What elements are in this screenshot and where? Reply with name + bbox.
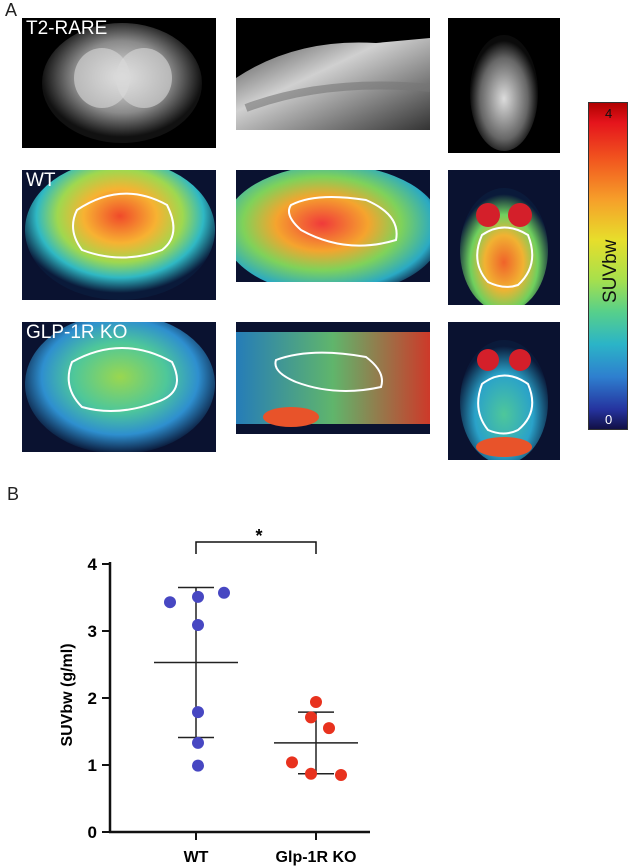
data-point: [305, 767, 317, 780]
data-point: [192, 736, 204, 749]
suv-colorbar: [588, 102, 628, 430]
y-axis-label: SUVbw (g/ml): [59, 643, 76, 746]
data-point: [323, 722, 335, 735]
ko-coronal-image: GLP-1R KO: [22, 322, 216, 452]
data-point: [192, 706, 204, 719]
wt-coronal-image: WT: [22, 170, 216, 300]
y-tick-label: 2: [88, 689, 97, 708]
significance-bracket: [195, 541, 317, 554]
t2-axial-image: [448, 18, 560, 153]
colorbar-min-label: 0: [605, 412, 613, 427]
data-point: [192, 590, 204, 603]
y-tick-label: 0: [88, 823, 97, 842]
row-label-t2: T2-RARE: [26, 18, 108, 39]
data-point: [164, 596, 176, 609]
data-point: [286, 756, 298, 769]
y-tick-label: 3: [88, 622, 97, 641]
significance-marker: *: [255, 526, 262, 546]
wt-axial-image: [448, 170, 560, 305]
x-tick-label: Glp-1R KO: [276, 849, 357, 866]
ko-axial-image: [448, 322, 560, 460]
ko-sagittal-image: [236, 322, 430, 434]
suv-scatter-chart: 0 1 2 3 4 WT Glp-1R KO * SUVbw (g/ml): [59, 526, 370, 866]
data-point: [192, 618, 204, 631]
data-point: [218, 586, 230, 599]
data-point: [192, 759, 204, 772]
t2-coronal-image: T2-RARE: [22, 18, 216, 148]
colorbar-title: SUVbw: [600, 239, 621, 303]
wt-sagittal-image: [236, 170, 430, 282]
panel-letter-b: B: [7, 484, 20, 504]
data-point: [335, 769, 347, 782]
data-point: [305, 711, 317, 724]
t2-sagittal-image: [236, 18, 430, 130]
data-point: [310, 696, 322, 709]
colorbar-max-label: 4: [605, 106, 613, 121]
y-tick-label: 4: [88, 555, 98, 574]
panel-letter-a: A: [5, 0, 18, 20]
row-label-ko: GLP-1R KO: [26, 322, 128, 343]
x-tick-label: WT: [184, 849, 209, 866]
row-label-wt: WT: [26, 170, 56, 191]
y-tick-label: 1: [88, 756, 97, 775]
